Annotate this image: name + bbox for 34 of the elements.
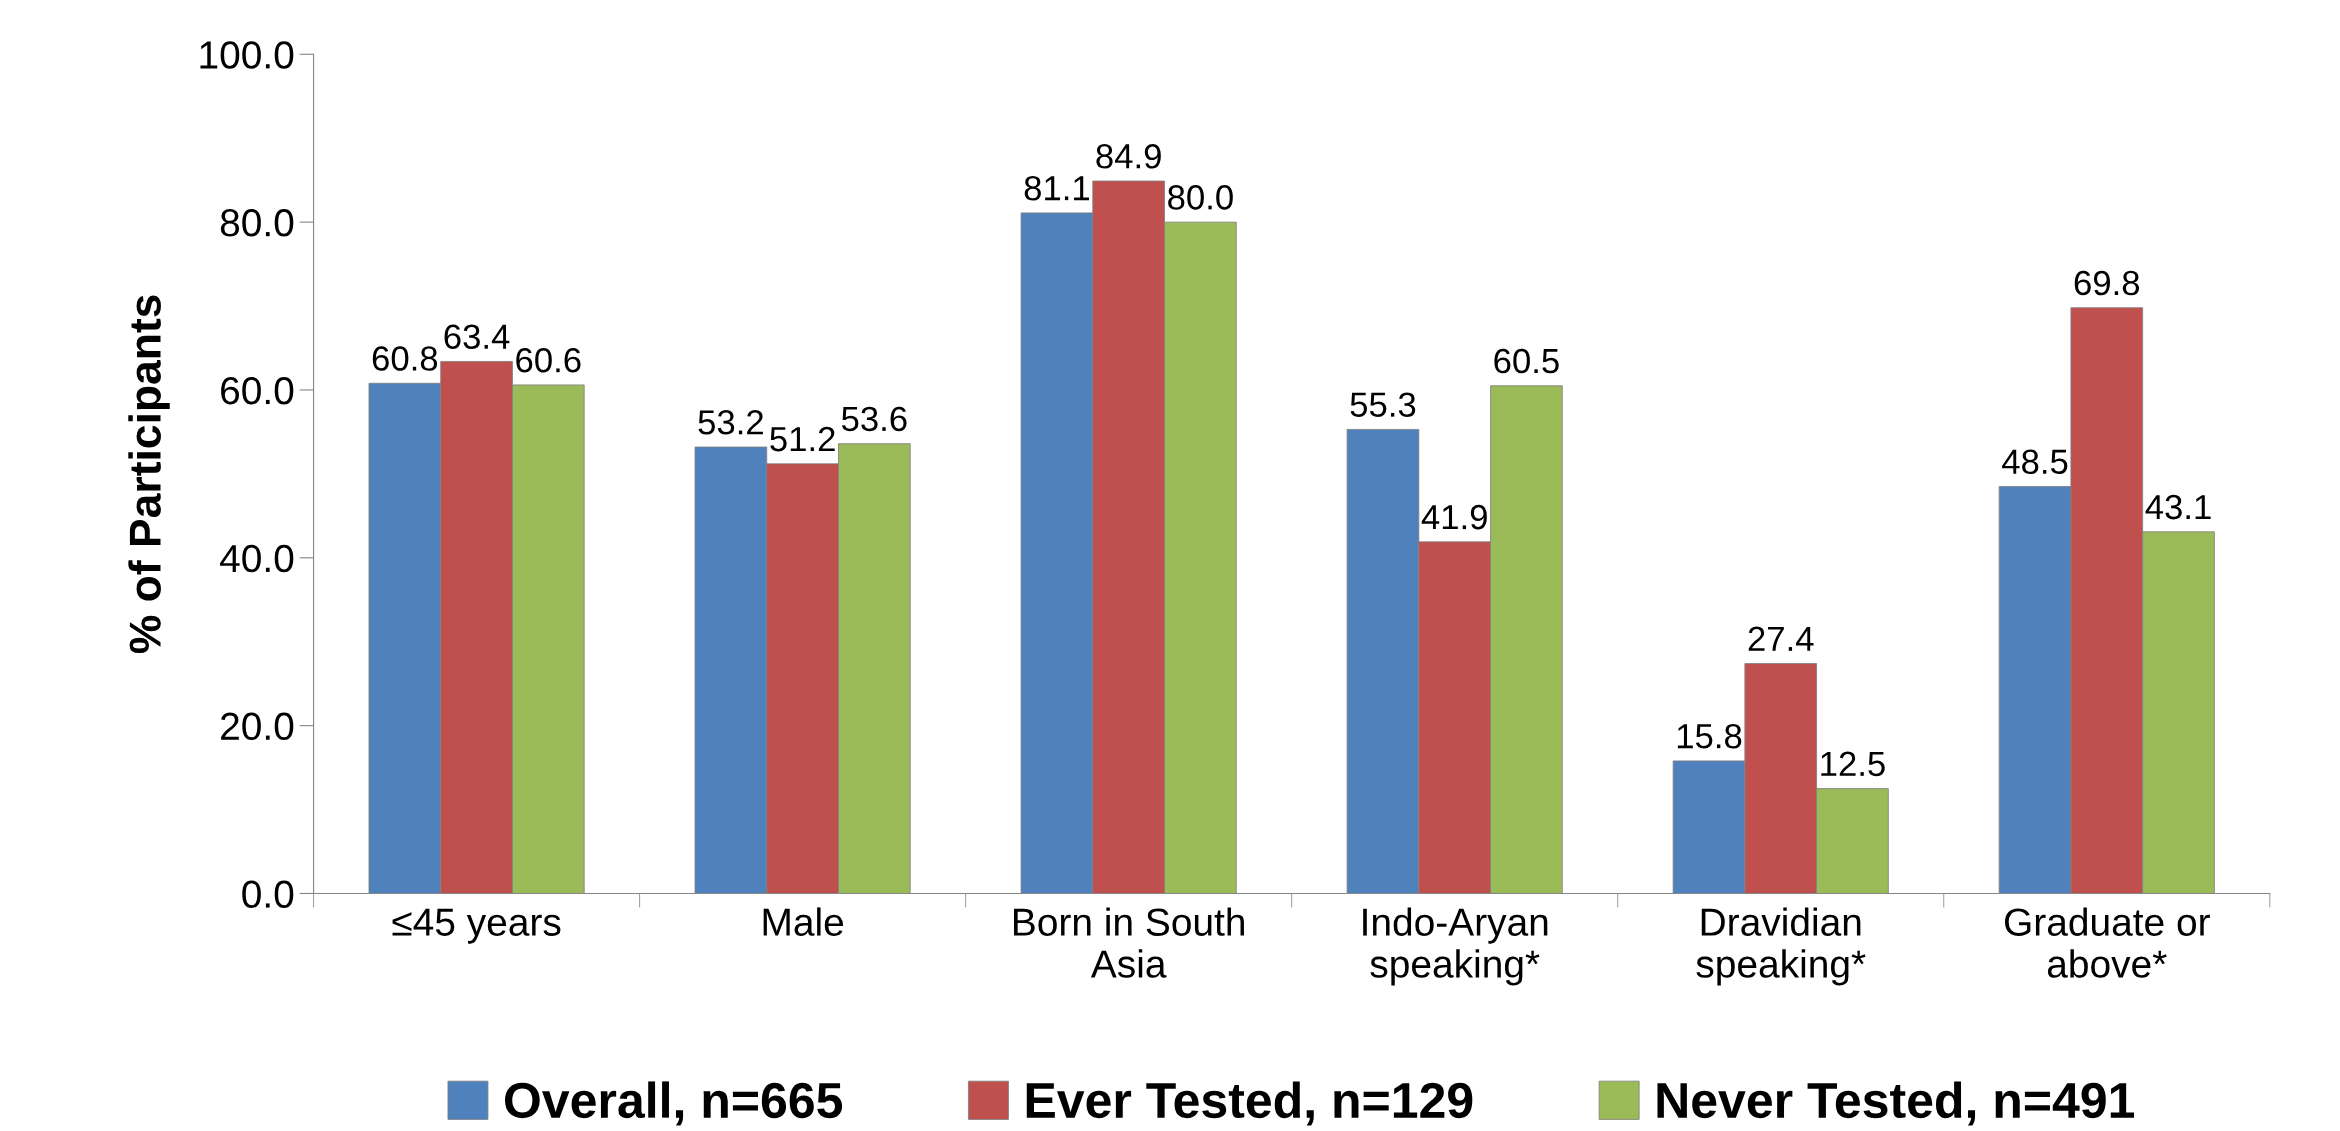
data-label: 27.4 — [1748, 626, 1814, 651]
y-tick-label: 60.0 — [221, 376, 294, 405]
x-tick-label: Male — [763, 907, 844, 936]
y-tick-label: 100.0 — [200, 41, 294, 69]
y-tick-label: 20.0 — [221, 712, 294, 741]
data-label: 51.2 — [770, 426, 835, 452]
x-tick-label: Born in South Asia — [1014, 907, 1244, 978]
data-label: 60.6 — [516, 347, 581, 373]
y-tick-label: 0.0 — [242, 880, 294, 908]
data-label: 69.8 — [2074, 270, 2140, 296]
data-label: 60.5 — [1494, 348, 1559, 374]
data-label: 80.0 — [1168, 185, 1233, 210]
y-axis-title: % of Participants — [128, 295, 170, 654]
data-label: 55.3 — [1350, 392, 1416, 417]
y-tick-label: 80.0 — [220, 209, 294, 237]
data-label: 43.1 — [2145, 494, 2211, 520]
legend-label: Overall, n=665 — [505, 1081, 843, 1126]
x-tick-label: Graduate or above* — [2004, 907, 2210, 978]
legend-label: Ever Tested, n=129 — [1026, 1081, 1473, 1126]
data-label: 41.9 — [1421, 504, 1487, 530]
legend-label: Never Tested, n=491 — [1657, 1081, 2135, 1126]
data-label: 15.8 — [1677, 723, 1742, 749]
x-tick-label: Indo-Aryan speaking* — [1363, 907, 1548, 986]
data-label: 63.4 — [444, 324, 510, 350]
data-label: 60.8 — [372, 346, 438, 371]
data-label: 53.2 — [698, 410, 763, 435]
data-label: 12.5 — [1821, 751, 1885, 777]
data-label: 84.9 — [1096, 144, 1161, 169]
y-tick-label: 40.0 — [220, 544, 294, 573]
data-label: 48.5 — [2002, 449, 2068, 475]
data-label: 53.6 — [841, 406, 907, 432]
x-tick-label: ≤45 years — [392, 908, 561, 944]
data-label: 81.1 — [1024, 175, 1090, 201]
x-tick-label: Dravidian speaking* — [1696, 907, 1866, 986]
